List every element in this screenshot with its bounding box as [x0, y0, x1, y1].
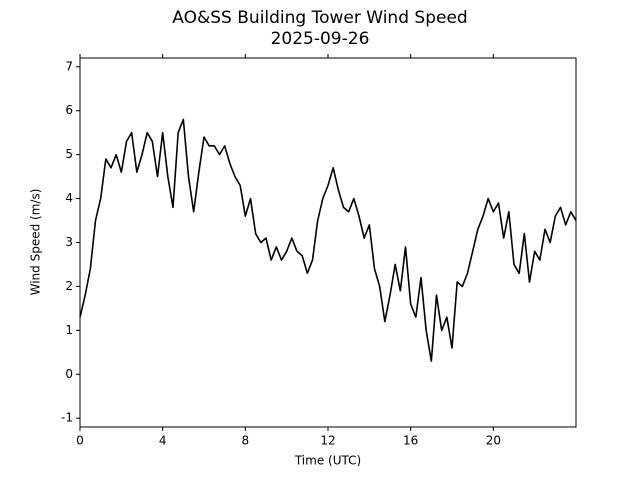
- y-tick-label: 3: [65, 235, 73, 249]
- y-tick-label: 5: [65, 147, 73, 161]
- plot-frame: [79, 57, 577, 428]
- x-tick-label: 4: [159, 434, 167, 448]
- x-tick-label: 12: [320, 434, 335, 448]
- data-line: [79, 118, 577, 362]
- chart-subtitle: 2025-09-26: [271, 29, 370, 49]
- x-tick-label: 16: [403, 434, 418, 448]
- y-tick-label: 2: [65, 279, 73, 293]
- x-tick-label: 0: [76, 434, 84, 448]
- y-tick-label: -1: [61, 411, 73, 425]
- y-axis-label: Wind Speed (m/s): [29, 189, 43, 296]
- x-axis-label: Time (UTC): [294, 454, 361, 468]
- y-tick-label: 7: [65, 59, 73, 73]
- x-tick-label: 8: [242, 434, 250, 448]
- chart-title: AO&SS Building Tower Wind Speed: [172, 8, 467, 28]
- y-tick-label: 6: [65, 103, 73, 117]
- y-tick-label: 0: [65, 367, 73, 381]
- y-tick-label: 1: [65, 323, 73, 337]
- y-tick-label: 4: [65, 191, 73, 205]
- x-tick-label: 20: [486, 434, 501, 448]
